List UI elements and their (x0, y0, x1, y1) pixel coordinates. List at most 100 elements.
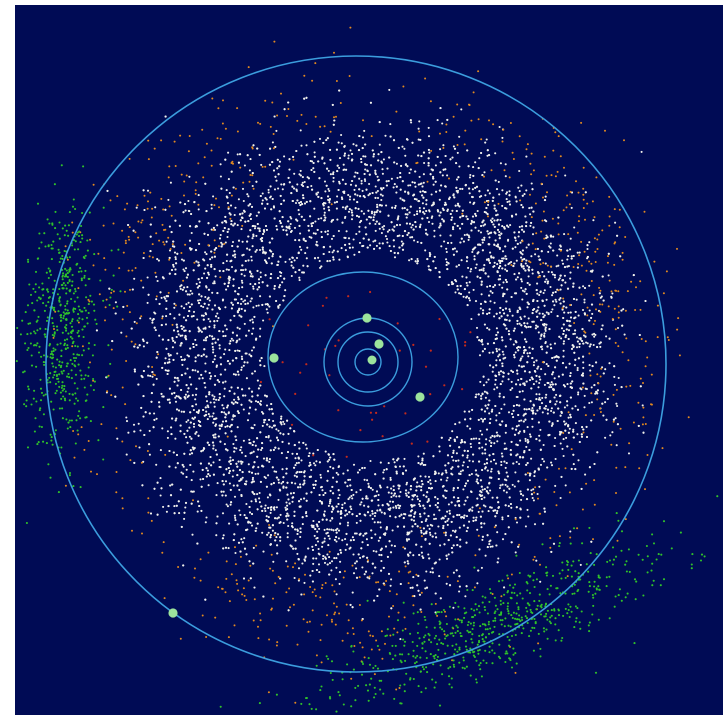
main-belt-asteroid (463, 410, 466, 413)
main-belt-asteroid (486, 407, 489, 410)
main-belt-asteroid (281, 468, 284, 471)
main-belt-asteroid (271, 141, 274, 144)
main-belt-asteroid (199, 425, 202, 428)
main-belt-asteroid (567, 311, 570, 314)
main-belt-asteroid (617, 376, 620, 380)
main-belt-asteroid (407, 184, 410, 187)
main-belt-asteroid (563, 311, 566, 314)
main-belt-asteroid (533, 523, 537, 526)
main-belt-asteroid (318, 527, 321, 530)
main-belt-asteroid (337, 502, 340, 506)
main-belt-asteroid (538, 407, 541, 410)
main-belt-asteroid (194, 398, 197, 401)
main-belt-asteroid (275, 225, 278, 228)
main-belt-asteroid (165, 240, 168, 243)
main-belt-asteroid (228, 522, 231, 525)
main-belt-asteroid (497, 245, 500, 248)
main-belt-asteroid (186, 367, 189, 370)
main-belt-asteroid (468, 520, 471, 523)
main-belt-asteroid (442, 144, 445, 147)
main-belt-asteroid (452, 571, 455, 574)
main-belt-asteroid (245, 480, 248, 483)
main-belt-asteroid (224, 380, 227, 383)
main-belt-asteroid (248, 412, 251, 415)
main-belt-asteroid (342, 163, 345, 166)
main-belt-asteroid (430, 216, 433, 219)
main-belt-asteroid (297, 209, 300, 212)
main-belt-asteroid (198, 284, 201, 288)
main-belt-asteroid (246, 295, 249, 298)
main-belt-asteroid (170, 392, 174, 395)
main-belt-asteroid (376, 594, 379, 598)
main-belt-asteroid (329, 173, 332, 176)
main-belt-asteroid (425, 586, 429, 589)
main-belt-asteroid (304, 443, 307, 446)
main-belt-asteroid (540, 402, 544, 405)
main-belt-asteroid (488, 399, 491, 402)
main-belt-asteroid (149, 250, 152, 253)
main-belt-asteroid (423, 212, 426, 215)
main-belt-asteroid (310, 184, 313, 188)
main-belt-asteroid (371, 488, 374, 491)
main-belt-asteroid (281, 216, 284, 219)
main-belt-asteroid (530, 457, 533, 460)
main-belt-asteroid (536, 325, 539, 328)
main-belt-asteroid (419, 190, 422, 193)
main-belt-asteroid (539, 463, 543, 466)
main-belt-asteroid (236, 370, 239, 373)
main-belt-asteroid (226, 202, 230, 205)
main-belt-asteroid (476, 528, 479, 531)
main-belt-asteroid (330, 560, 334, 563)
main-belt-asteroid (413, 213, 416, 217)
main-belt-asteroid (355, 491, 358, 494)
main-belt-asteroid (602, 372, 605, 375)
main-belt-asteroid (180, 325, 183, 328)
main-belt-asteroid (529, 224, 532, 227)
main-belt-asteroid (388, 245, 391, 248)
main-belt-asteroid (384, 235, 387, 238)
main-belt-asteroid (615, 444, 618, 447)
main-belt-asteroid (477, 482, 480, 485)
main-belt-asteroid (468, 192, 471, 195)
main-belt-asteroid (379, 193, 382, 196)
main-belt-asteroid (583, 298, 586, 301)
main-belt-asteroid (608, 362, 611, 365)
main-belt-asteroid (407, 562, 410, 565)
main-belt-asteroid (341, 197, 344, 201)
main-belt-asteroid (516, 395, 519, 399)
main-belt-asteroid (582, 366, 585, 369)
main-belt-asteroid (546, 412, 549, 415)
main-belt-asteroid (468, 236, 471, 239)
main-belt-asteroid (371, 572, 374, 575)
main-belt-asteroid (518, 462, 521, 466)
main-belt-asteroid (155, 417, 158, 420)
main-belt-asteroid (479, 380, 482, 383)
main-belt-asteroid (263, 475, 266, 478)
main-belt-asteroid (550, 461, 553, 464)
main-belt-asteroid (484, 452, 487, 455)
main-belt-asteroid (372, 549, 375, 553)
main-belt-asteroid (395, 506, 398, 509)
main-belt-asteroid (360, 182, 363, 185)
main-belt-asteroid (182, 472, 185, 475)
main-belt-asteroid (326, 229, 330, 233)
main-belt-asteroid (349, 195, 352, 198)
main-belt-asteroid (184, 506, 187, 509)
main-belt-asteroid (218, 330, 221, 333)
main-belt-asteroid (508, 310, 512, 313)
main-belt-asteroid (282, 199, 285, 202)
main-belt-asteroid (166, 430, 169, 433)
main-belt-asteroid (312, 519, 315, 523)
main-belt-asteroid (401, 145, 404, 148)
main-belt-asteroid (561, 279, 565, 282)
main-belt-asteroid (236, 410, 239, 413)
main-belt-asteroid (186, 441, 189, 444)
main-belt-asteroid (225, 503, 228, 506)
main-belt-asteroid (314, 528, 317, 531)
main-belt-asteroid (549, 242, 552, 245)
main-belt-asteroid (288, 258, 291, 261)
main-belt-asteroid (358, 177, 361, 180)
main-belt-asteroid (460, 259, 463, 262)
main-belt-asteroid (187, 209, 190, 212)
main-belt-asteroid (375, 244, 378, 247)
